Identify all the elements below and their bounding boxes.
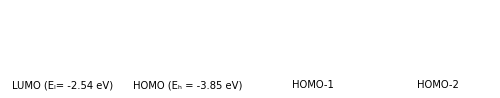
Text: HOMO (Eₕ = -3.85 eV): HOMO (Eₕ = -3.85 eV) <box>133 80 242 90</box>
Text: LUMO (Eₗ= -2.54 eV): LUMO (Eₗ= -2.54 eV) <box>12 80 113 90</box>
Text: HOMO-2: HOMO-2 <box>416 80 459 90</box>
Text: HOMO-1: HOMO-1 <box>292 80 334 90</box>
